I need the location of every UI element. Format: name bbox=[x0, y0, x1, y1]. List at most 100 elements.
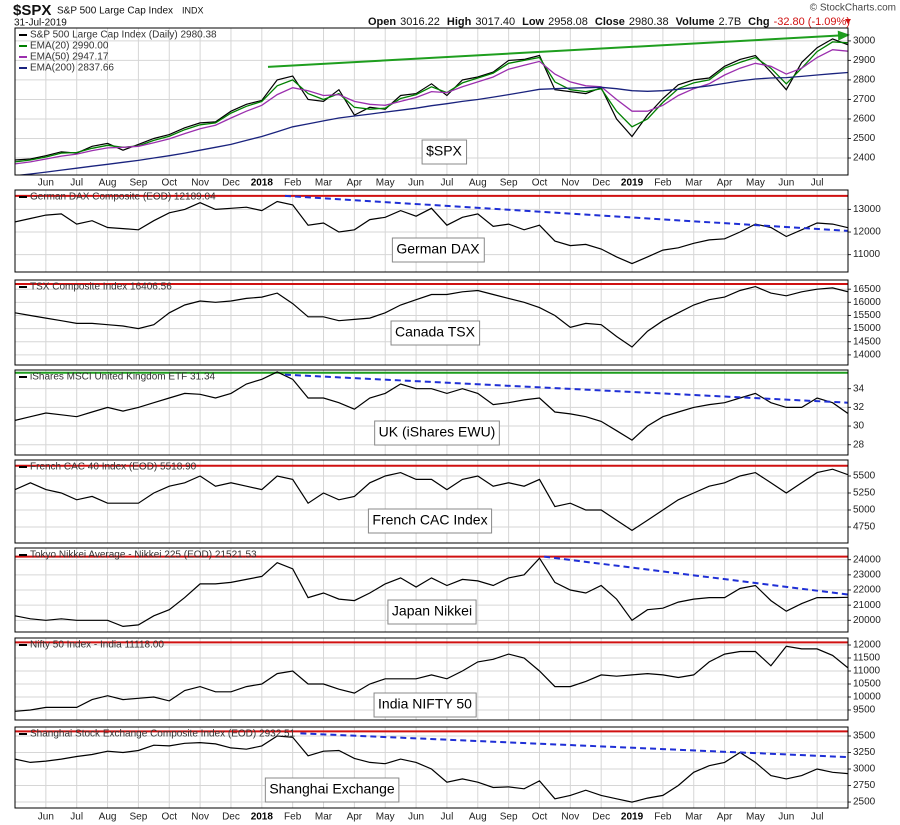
legend-label: Nifty 50 Index - India 11118.00 bbox=[30, 640, 164, 651]
panel-frame bbox=[14, 547, 849, 633]
quote-value: 3016.22 bbox=[400, 16, 440, 28]
y-tick-label: 9500 bbox=[853, 705, 876, 716]
x-tick-label: Mar bbox=[685, 178, 703, 189]
y-tick-label: 11500 bbox=[853, 653, 881, 664]
quote-value: 2958.08 bbox=[548, 16, 588, 28]
quote-value: -32.80 (-1.09%) bbox=[774, 16, 850, 28]
y-tick-label: 15000 bbox=[853, 323, 881, 334]
x-tick-label: Jun bbox=[38, 812, 54, 823]
panel-frame bbox=[14, 27, 849, 176]
y-tick-label: 2750 bbox=[853, 780, 876, 791]
panel-background bbox=[15, 727, 848, 808]
x-tick-label: Aug bbox=[99, 178, 117, 189]
x-tick-label: Oct bbox=[532, 178, 548, 189]
x-tick-label: Apr bbox=[347, 178, 363, 189]
x-tick-label: Apr bbox=[717, 812, 733, 823]
panel-label: Shanghai Exchange bbox=[269, 781, 395, 797]
x-tick-label: Mar bbox=[315, 178, 333, 189]
x-tick-label: Feb bbox=[284, 812, 302, 823]
x-tick-label: Jul bbox=[811, 812, 824, 823]
x-tick-label: Nov bbox=[561, 178, 579, 189]
x-tick-label: Jun bbox=[408, 178, 424, 189]
y-tick-label: 5000 bbox=[853, 505, 876, 516]
x-tick-label: Feb bbox=[654, 812, 672, 823]
quote-label: Chg bbox=[748, 16, 769, 28]
y-tick-label: 4750 bbox=[853, 522, 876, 533]
y-tick-label: 2800 bbox=[853, 75, 876, 86]
quote-value: 2.7B bbox=[719, 16, 742, 28]
series-line bbox=[15, 371, 848, 441]
x-tick-label: Jun bbox=[38, 178, 54, 189]
series-line bbox=[15, 41, 848, 163]
x-tick-label: Sep bbox=[130, 812, 148, 823]
label-box bbox=[373, 692, 477, 718]
legend-label: iShares MSCI United Kingdom ETF 31.34 bbox=[30, 372, 216, 383]
legend-label: S&P 500 Large Cap Index (Daily) 2980.38 bbox=[30, 30, 217, 41]
y-tick-label: 22000 bbox=[853, 585, 881, 596]
series-line bbox=[15, 645, 848, 712]
x-tick-label: Dec bbox=[222, 178, 240, 189]
y-tick-label: 2900 bbox=[853, 55, 876, 66]
trendline bbox=[300, 732, 849, 759]
x-tick-label: Sep bbox=[500, 812, 518, 823]
quote-value: 3017.40 bbox=[475, 16, 515, 28]
y-tick-label: 30 bbox=[853, 421, 865, 432]
quote-label: High bbox=[447, 16, 472, 28]
quote-label: Close bbox=[595, 16, 625, 28]
panel-label: Canada TSX bbox=[395, 324, 476, 340]
x-tick-label: Feb bbox=[654, 178, 672, 189]
series-line bbox=[15, 557, 848, 628]
series-line bbox=[15, 285, 848, 348]
y-tick-label: 14500 bbox=[853, 336, 881, 347]
x-tick-label: Oct bbox=[161, 812, 177, 823]
x-tick-label: Sep bbox=[500, 178, 518, 189]
x-tick-label: May bbox=[746, 812, 765, 823]
x-tick-label: May bbox=[746, 178, 765, 189]
legend-label: TSX Composite Index 16406.56 bbox=[30, 282, 172, 293]
y-tick-label: 12000 bbox=[853, 640, 881, 651]
y-tick-label: 3500 bbox=[853, 731, 876, 742]
panel-frame bbox=[14, 279, 849, 366]
x-tick-label: Nov bbox=[191, 812, 209, 823]
y-tick-label: 2500 bbox=[853, 797, 876, 808]
x-tick-label: Dec bbox=[592, 812, 610, 823]
y-tick-label: 24000 bbox=[853, 554, 881, 565]
y-tick-label: 16500 bbox=[853, 284, 881, 295]
panel-frame bbox=[14, 369, 849, 456]
x-tick-label: Jul bbox=[441, 812, 454, 823]
x-tick-label: Mar bbox=[685, 812, 703, 823]
label-box bbox=[390, 320, 481, 346]
quote-value: 2980.38 bbox=[629, 16, 669, 28]
index-name: S&P 500 Large Cap Index bbox=[57, 6, 173, 17]
y-tick-label: 21000 bbox=[853, 600, 881, 611]
x-tick-label: 2018 bbox=[251, 178, 274, 189]
x-tick-label: Dec bbox=[592, 178, 610, 189]
legend-label: EMA(50) 2947.17 bbox=[30, 52, 109, 63]
trendline bbox=[267, 34, 849, 68]
exchange: INDX bbox=[182, 5, 204, 15]
y-tick-label: 5500 bbox=[853, 471, 876, 482]
legend-label: EMA(20) 2990.00 bbox=[30, 41, 109, 52]
legend-label: EMA(200) 2837.66 bbox=[30, 63, 114, 74]
y-tick-label: 2600 bbox=[853, 114, 876, 125]
y-tick-label: 3000 bbox=[853, 764, 876, 775]
y-tick-label: 15500 bbox=[853, 310, 881, 321]
x-tick-label: Jul bbox=[70, 178, 83, 189]
y-tick-label: 2400 bbox=[853, 153, 876, 164]
panel-frame bbox=[14, 637, 849, 721]
x-tick-label: Jul bbox=[70, 812, 83, 823]
legend-label: French CAC 40 Index (EOD) 5518.90 bbox=[30, 462, 197, 473]
panel-label: French CAC Index bbox=[372, 512, 487, 528]
series-line bbox=[15, 38, 848, 161]
y-tick-label: 10000 bbox=[853, 692, 881, 703]
y-tick-label: 3000 bbox=[853, 36, 876, 47]
x-tick-label: Jun bbox=[778, 178, 794, 189]
x-tick-label: May bbox=[376, 178, 395, 189]
y-tick-label: 11000 bbox=[853, 249, 881, 260]
series-line bbox=[15, 200, 848, 265]
quote-label: Open bbox=[368, 16, 396, 28]
x-tick-label: Jun bbox=[778, 812, 794, 823]
legend-label: Shanghai Stock Exchange Composite Index … bbox=[30, 729, 296, 740]
series-line bbox=[15, 71, 848, 175]
